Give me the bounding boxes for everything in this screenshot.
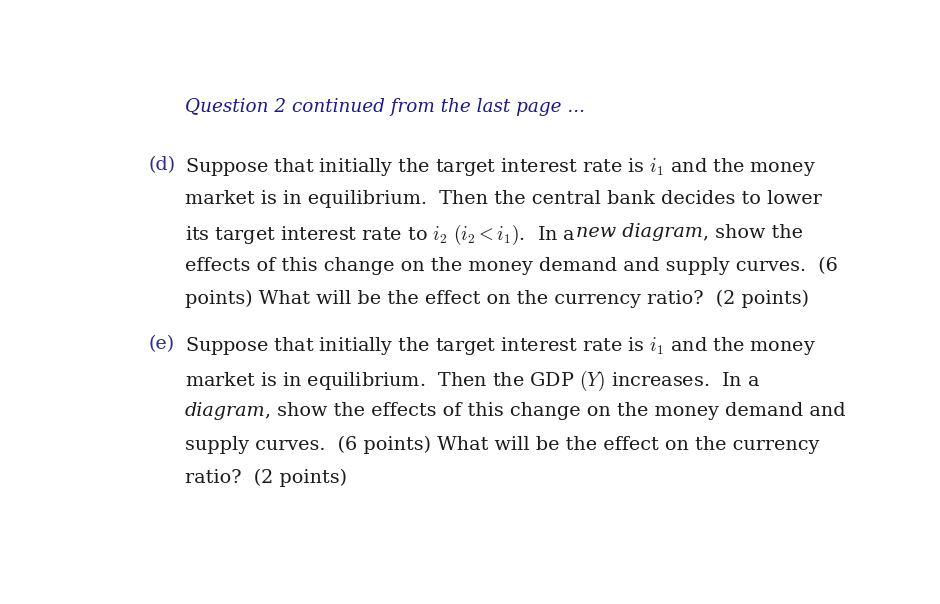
Text: ratio?  (2 points): ratio? (2 points)	[184, 469, 347, 487]
Text: (d): (d)	[149, 156, 175, 174]
Text: , show the: , show the	[703, 223, 803, 241]
Text: its target interest rate to $i_2$ $(i_2 < i_1)$.  In a: its target interest rate to $i_2$ $(i_2 …	[184, 223, 576, 247]
Text: effects of this change on the money demand and supply curves.  (6: effects of this change on the money dema…	[184, 257, 838, 275]
Text: (e): (e)	[149, 335, 174, 353]
Text: Question 2 continued from the last page ...: Question 2 continued from the last page …	[184, 98, 585, 116]
Text: Suppose that initially the target interest rate is $i_1$ and the money: Suppose that initially the target intere…	[184, 335, 815, 357]
Text: , show the effects of this change on the money demand and: , show the effects of this change on the…	[265, 402, 846, 420]
Text: points) What will be the effect on the currency ratio?  (2 points): points) What will be the effect on the c…	[184, 290, 808, 309]
Text: Suppose that initially the target interest rate is $i_1$ and the money: Suppose that initially the target intere…	[184, 156, 815, 178]
Text: diagram: diagram	[184, 402, 265, 420]
Text: market is in equilibrium.  Then the GDP $(Y)$ increases.  In a: market is in equilibrium. Then the GDP $…	[184, 368, 760, 393]
Text: supply curves.  (6 points) What will be the effect on the currency: supply curves. (6 points) What will be t…	[184, 435, 819, 454]
Text: new diagram: new diagram	[576, 223, 703, 241]
Text: market is in equilibrium.  Then the central bank decides to lower: market is in equilibrium. Then the centr…	[184, 190, 822, 208]
